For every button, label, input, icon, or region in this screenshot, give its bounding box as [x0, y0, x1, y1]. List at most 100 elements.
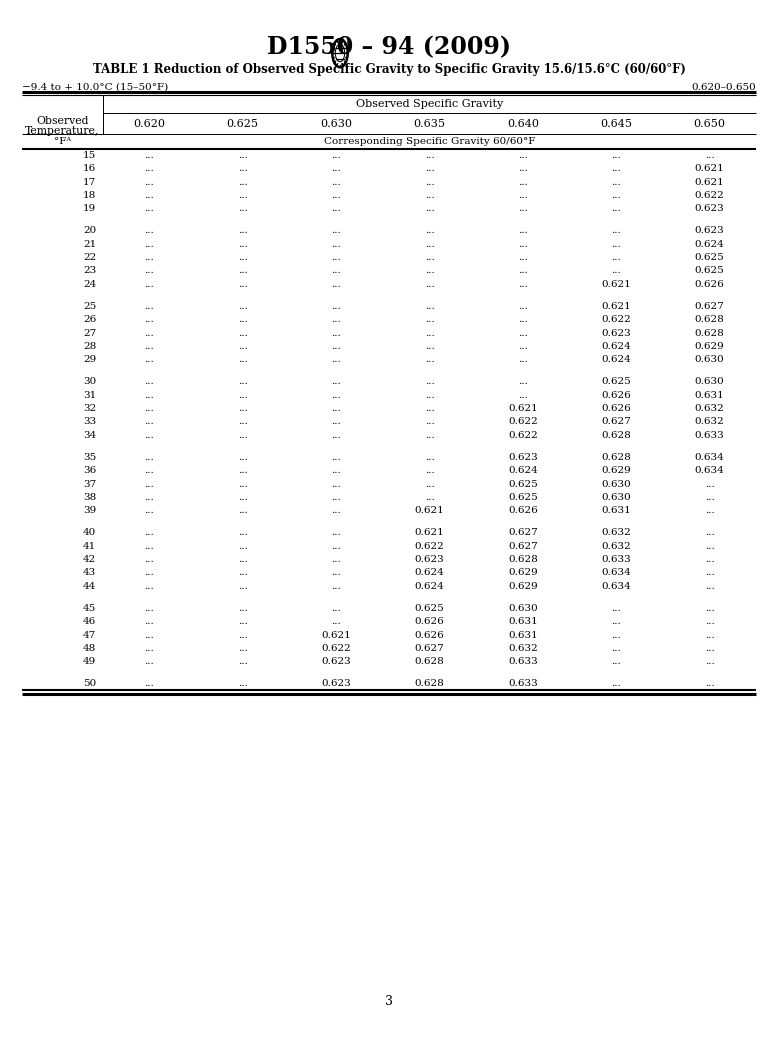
Text: 0.621: 0.621: [508, 404, 538, 413]
Text: 0.633: 0.633: [508, 680, 538, 688]
Text: 0.620: 0.620: [133, 119, 166, 129]
Text: 0.625: 0.625: [695, 253, 724, 262]
Text: ...: ...: [238, 492, 247, 502]
Text: 35: 35: [83, 453, 96, 462]
Text: 25: 25: [83, 302, 96, 311]
Text: 27: 27: [83, 329, 96, 337]
Text: ...: ...: [238, 657, 247, 666]
Text: 50: 50: [83, 680, 96, 688]
Text: ...: ...: [331, 378, 341, 386]
Text: ...: ...: [518, 239, 527, 249]
Text: ...: ...: [238, 227, 247, 235]
Text: ...: ...: [705, 492, 714, 502]
Text: ...: ...: [145, 568, 154, 578]
Text: 0.626: 0.626: [415, 631, 444, 639]
Text: 24: 24: [83, 280, 96, 288]
Text: 0.626: 0.626: [601, 404, 631, 413]
Text: ...: ...: [331, 568, 341, 578]
Text: ...: ...: [518, 329, 527, 337]
Text: 31: 31: [83, 390, 96, 400]
Text: 49: 49: [83, 657, 96, 666]
Text: 0.627: 0.627: [601, 417, 631, 427]
Text: ...: ...: [425, 417, 434, 427]
Text: 0.622: 0.622: [415, 541, 444, 551]
Text: ...: ...: [612, 253, 621, 262]
Text: 0.629: 0.629: [508, 582, 538, 590]
Text: ...: ...: [238, 315, 247, 325]
Text: ...: ...: [425, 280, 434, 288]
Text: ...: ...: [705, 631, 714, 639]
Text: Corresponding Specific Gravity 60/60°F: Corresponding Specific Gravity 60/60°F: [324, 137, 535, 146]
Text: 0.628: 0.628: [415, 680, 444, 688]
Text: ...: ...: [145, 492, 154, 502]
Text: ...: ...: [425, 204, 434, 213]
Text: Observed Specific Gravity: Observed Specific Gravity: [356, 99, 503, 109]
Text: °Fᴬ: °Fᴬ: [54, 136, 71, 146]
Text: 36: 36: [83, 466, 96, 476]
Text: ...: ...: [425, 431, 434, 439]
Text: 0.632: 0.632: [695, 417, 724, 427]
Text: ...: ...: [705, 541, 714, 551]
Text: 0.624: 0.624: [415, 568, 444, 578]
Text: 0.628: 0.628: [601, 431, 631, 439]
Text: 0.626: 0.626: [695, 280, 724, 288]
Text: 0.630: 0.630: [601, 480, 631, 488]
Text: 0.634: 0.634: [601, 582, 631, 590]
Text: ...: ...: [612, 164, 621, 174]
Text: ...: ...: [518, 253, 527, 262]
Text: ...: ...: [425, 178, 434, 186]
Text: ...: ...: [705, 480, 714, 488]
Text: ...: ...: [145, 480, 154, 488]
Text: ...: ...: [145, 404, 154, 413]
Text: ...: ...: [518, 227, 527, 235]
Text: ...: ...: [145, 657, 154, 666]
Text: 0.634: 0.634: [601, 568, 631, 578]
Text: 0.630: 0.630: [601, 492, 631, 502]
Text: 16: 16: [83, 164, 96, 174]
Text: 0.622: 0.622: [508, 417, 538, 427]
Text: 20: 20: [83, 227, 96, 235]
Text: ...: ...: [331, 341, 341, 351]
Text: ...: ...: [238, 302, 247, 311]
Text: 39: 39: [83, 506, 96, 515]
Text: 0.623: 0.623: [321, 657, 351, 666]
Text: ...: ...: [331, 492, 341, 502]
Text: 18: 18: [83, 191, 96, 200]
Text: ...: ...: [705, 657, 714, 666]
Text: 0.624: 0.624: [415, 582, 444, 590]
Text: ...: ...: [705, 582, 714, 590]
Text: ...: ...: [238, 191, 247, 200]
Text: ...: ...: [612, 643, 621, 653]
Text: 29: 29: [83, 355, 96, 364]
Text: ...: ...: [331, 390, 341, 400]
Text: 0.628: 0.628: [695, 329, 724, 337]
Text: 38: 38: [83, 492, 96, 502]
Text: ...: ...: [518, 390, 527, 400]
Text: 15: 15: [83, 151, 96, 160]
Text: 43: 43: [83, 568, 96, 578]
Text: ...: ...: [145, 390, 154, 400]
Text: ...: ...: [238, 568, 247, 578]
Text: ...: ...: [238, 329, 247, 337]
Text: ...: ...: [331, 178, 341, 186]
Text: ...: ...: [612, 631, 621, 639]
Text: ...: ...: [705, 604, 714, 613]
Text: 0.623: 0.623: [695, 227, 724, 235]
Text: 0.632: 0.632: [601, 541, 631, 551]
Text: 0.627: 0.627: [508, 529, 538, 537]
Text: ...: ...: [238, 151, 247, 160]
Text: ...: ...: [238, 341, 247, 351]
Text: 0.627: 0.627: [695, 302, 724, 311]
Text: 47: 47: [83, 631, 96, 639]
Text: 0.625: 0.625: [508, 492, 538, 502]
Text: 0.629: 0.629: [508, 568, 538, 578]
Text: ...: ...: [145, 529, 154, 537]
Text: ...: ...: [425, 390, 434, 400]
Text: ...: ...: [331, 506, 341, 515]
Text: 42: 42: [83, 555, 96, 564]
Text: ...: ...: [238, 266, 247, 276]
Text: ...: ...: [145, 178, 154, 186]
Text: ...: ...: [705, 617, 714, 627]
Text: ...: ...: [331, 417, 341, 427]
Text: 19: 19: [83, 204, 96, 213]
